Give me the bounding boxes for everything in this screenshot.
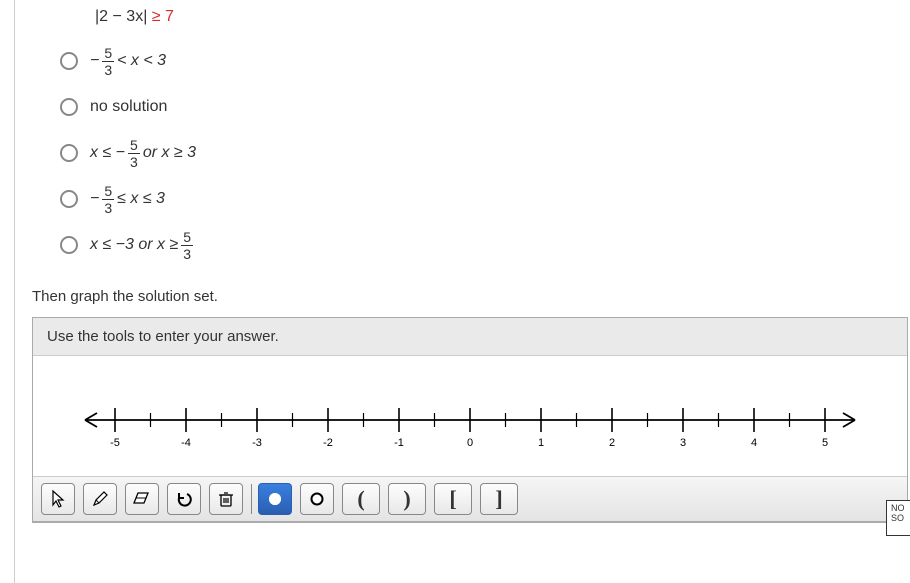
opt-d-den: 3 — [104, 200, 112, 215]
opt-a-post: < x < 3 — [117, 52, 166, 70]
svg-text:5: 5 — [822, 437, 828, 449]
option-c-label: x ≤ − 53 or x ≥ 3 — [90, 138, 196, 169]
svg-text:1: 1 — [538, 437, 544, 449]
nosol-line2: SO — [891, 514, 908, 524]
radio-e[interactable] — [60, 236, 78, 254]
inequality-lhs: |2 − 3x| — [95, 8, 152, 25]
inequality-rhs: ≥ 7 — [152, 8, 174, 25]
svg-text:4: 4 — [751, 437, 757, 449]
svg-text:2: 2 — [609, 437, 615, 449]
numberline-svg[interactable]: -5 -4 -3 -2 -1 0 1 2 3 4 5 — [65, 392, 875, 462]
option-d[interactable]: − 53 ≤ x ≤ 3 — [60, 178, 910, 220]
graph-panel: Use the tools to enter your answer. -5 -4… — [32, 317, 908, 523]
svg-text:3: 3 — [680, 437, 686, 449]
close-paren-tool[interactable]: ) — [388, 483, 426, 515]
pencil-tool[interactable] — [83, 483, 117, 515]
option-a[interactable]: − 53 < x < 3 — [60, 40, 910, 82]
close-paren-glyph: ) — [403, 488, 410, 510]
opt-e-num: 5 — [181, 230, 193, 246]
option-e[interactable]: x ≤ −3 or x ≥ 53 — [60, 224, 910, 266]
close-bracket-glyph: ] — [495, 488, 502, 510]
svg-text:-4: -4 — [181, 437, 191, 449]
svg-text:-2: -2 — [323, 437, 333, 449]
undo-icon — [175, 490, 193, 508]
option-d-label: − 53 ≤ x ≤ 3 — [90, 184, 165, 215]
option-e-label: x ≤ −3 or x ≥ 53 — [90, 230, 196, 261]
no-solution-button[interactable]: NO SO — [886, 500, 910, 536]
cursor-icon — [50, 489, 66, 509]
close-bracket-tool[interactable]: ] — [480, 483, 518, 515]
undo-tool[interactable] — [167, 483, 201, 515]
open-bracket-tool[interactable]: [ — [434, 483, 472, 515]
eraser-tool[interactable] — [125, 483, 159, 515]
opt-d-num: 5 — [102, 184, 114, 200]
delete-tool[interactable] — [209, 483, 243, 515]
svg-text:-5: -5 — [110, 437, 120, 449]
open-point-tool[interactable] — [300, 483, 334, 515]
option-a-label: − 53 < x < 3 — [90, 46, 166, 77]
eraser-icon — [132, 490, 152, 508]
pencil-icon — [91, 490, 109, 508]
opt-c-post: or x ≥ 3 — [143, 144, 196, 162]
opt-d-post: ≤ x ≤ 3 — [117, 190, 165, 208]
radio-c[interactable] — [60, 144, 78, 162]
open-paren-glyph: ( — [357, 488, 364, 510]
opt-a-num: 5 — [102, 46, 114, 62]
select-tool[interactable] — [41, 483, 75, 515]
open-point-icon — [309, 491, 325, 507]
graph-instruction: Then graph the solution set. — [32, 288, 910, 305]
opt-c-den: 3 — [130, 154, 138, 169]
toolbar-separator — [251, 484, 252, 514]
trash-icon — [218, 490, 234, 508]
option-b[interactable]: no solution — [60, 86, 910, 128]
closed-point-icon — [267, 491, 283, 507]
graph-header: Use the tools to enter your answer. — [33, 318, 907, 356]
opt-c-pre: x ≤ − — [90, 144, 125, 162]
closed-point-tool[interactable] — [258, 483, 292, 515]
opt-d-pre: − — [90, 190, 99, 208]
opt-a-den: 3 — [104, 62, 112, 77]
opt-e-den: 3 — [183, 246, 191, 261]
numberline-area[interactable]: -5 -4 -3 -2 -1 0 1 2 3 4 5 — [33, 356, 907, 476]
graph-toolbar: ( ) [ ] — [33, 476, 907, 522]
option-b-label: no solution — [90, 98, 167, 116]
radio-d[interactable] — [60, 190, 78, 208]
open-bracket-glyph: [ — [449, 488, 456, 510]
svg-text:0: 0 — [467, 437, 473, 449]
option-c[interactable]: x ≤ − 53 or x ≥ 3 — [60, 132, 910, 174]
opt-e-pre: x ≤ −3 or x ≥ — [90, 236, 178, 254]
radio-b[interactable] — [60, 98, 78, 116]
svg-text:-3: -3 — [252, 437, 262, 449]
open-paren-tool[interactable]: ( — [342, 483, 380, 515]
opt-c-num: 5 — [128, 138, 140, 154]
question-inequality: |2 − 3x| ≥ 7 — [95, 8, 910, 26]
svg-text:-1: -1 — [394, 437, 404, 449]
opt-a-pre: − — [90, 52, 99, 70]
radio-a[interactable] — [60, 52, 78, 70]
